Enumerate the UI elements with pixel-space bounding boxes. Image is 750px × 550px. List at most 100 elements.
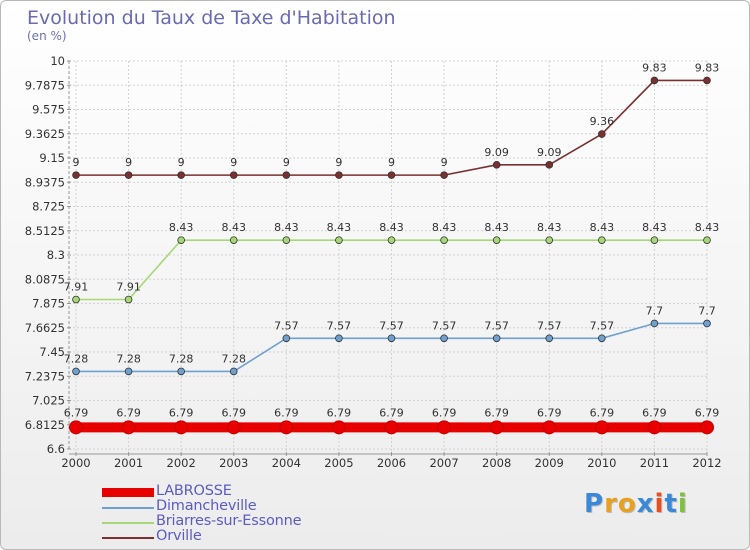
- legend-swatch-labrosse: [102, 488, 154, 497]
- data-label-dimancheville: 7.57: [432, 319, 457, 332]
- data-label-labrosse: 6.79: [432, 406, 457, 419]
- x-tick-label: 2003: [219, 456, 248, 470]
- y-tick-label: 7.6625: [25, 321, 65, 335]
- data-point-orville: [72, 171, 80, 179]
- data-point-dimancheville: [650, 319, 659, 328]
- y-tick-label: 8.725: [32, 200, 65, 214]
- x-tick-label: 2000: [61, 456, 90, 470]
- data-point-orville: [650, 76, 659, 85]
- data-point-dimancheville: [124, 367, 133, 376]
- data-point-orville: [492, 161, 501, 169]
- data-label-dimancheville: 7.28: [169, 352, 194, 365]
- data-label-briarres-sur-essonne: 8.43: [537, 221, 562, 234]
- data-label-orville: 9.83: [695, 61, 720, 74]
- data-label-dimancheville: 7.7: [646, 304, 664, 317]
- data-label-dimancheville: 7.57: [484, 319, 509, 332]
- data-point-dimancheville: [598, 334, 606, 343]
- data-point-briarres-sur-essonne: [440, 236, 448, 244]
- data-point-briarres-sur-essonne: [650, 236, 659, 244]
- data-point-briarres-sur-essonne: [72, 295, 80, 304]
- data-point-labrosse: [121, 420, 136, 435]
- data-label-dimancheville: 7.28: [64, 352, 89, 365]
- data-label-briarres-sur-essonne: 8.43: [642, 221, 667, 234]
- legend-label-briarres: Briarres-sur-Essonne: [156, 513, 302, 529]
- y-tick-label: 7.2375: [25, 369, 65, 383]
- data-label-briarres-sur-essonne: 8.43: [379, 221, 404, 234]
- data-label-orville: 9: [335, 156, 342, 169]
- data-label-orville: 9.36: [590, 115, 615, 128]
- data-point-orville: [440, 171, 448, 179]
- legend-swatch-briarres: [102, 522, 154, 524]
- data-point-labrosse: [174, 420, 189, 435]
- x-tick-label: 2011: [640, 456, 669, 470]
- data-label-labrosse: 6.79: [484, 406, 509, 419]
- x-tick-label: 2007: [429, 456, 458, 470]
- data-label-labrosse: 6.79: [695, 406, 720, 419]
- data-point-briarres-sur-essonne: [335, 236, 343, 244]
- data-label-dimancheville: 7.57: [379, 319, 404, 332]
- data-point-briarres-sur-essonne: [282, 236, 291, 244]
- data-label-briarres-sur-essonne: 7.91: [64, 281, 89, 294]
- data-point-orville: [177, 171, 185, 179]
- data-point-orville: [598, 130, 606, 138]
- y-tick-label: 7.45: [39, 345, 65, 359]
- y-tick-label: 9.15: [39, 151, 65, 165]
- chart-title: Evolution du Taux de Taxe d'Habitation: [27, 7, 396, 29]
- legend-label-orville: Orville: [156, 528, 202, 544]
- data-label-briarres-sur-essonne: 8.43: [274, 221, 299, 234]
- data-label-dimancheville: 7.57: [327, 319, 352, 332]
- data-point-dimancheville: [387, 334, 396, 343]
- y-tick-label: 9.575: [32, 103, 65, 117]
- data-label-briarres-sur-essonne: 8.43: [695, 221, 720, 234]
- data-label-labrosse: 6.79: [169, 406, 194, 419]
- legend-swatch-dimancheville: [102, 507, 154, 509]
- y-tick-label: 9.7875: [25, 78, 65, 92]
- data-label-labrosse: 6.79: [537, 406, 562, 419]
- data-point-orville: [335, 171, 343, 179]
- y-tick-label: 7.875: [32, 297, 65, 311]
- data-label-orville: 9: [230, 156, 237, 169]
- data-label-orville: 9: [283, 156, 290, 169]
- data-label-dimancheville: 7.57: [537, 319, 562, 332]
- data-label-dimancheville: 7.57: [274, 319, 299, 332]
- data-point-briarres-sur-essonne: [703, 236, 711, 244]
- data-point-labrosse: [331, 420, 346, 435]
- data-point-labrosse: [384, 420, 399, 435]
- data-label-orville: 9: [388, 156, 395, 169]
- x-tick-label: 2006: [377, 456, 406, 470]
- data-point-orville: [282, 171, 291, 179]
- data-point-dimancheville: [492, 334, 501, 343]
- data-label-briarres-sur-essonne: 8.43: [590, 221, 615, 234]
- line-chart: 6.6 6.8125 7.025 7.2375 7.45 7.6625 7.875 8.087…: [25, 54, 722, 470]
- legend-label-dimancheville: Dimancheville: [156, 498, 257, 514]
- data-label-labrosse: 6.79: [590, 406, 615, 419]
- data-label-orville: 9.09: [484, 146, 509, 159]
- x-tick-label: 2005: [324, 456, 353, 470]
- data-point-dimancheville: [72, 367, 80, 376]
- data-point-dimancheville: [229, 367, 238, 376]
- data-point-briarres-sur-essonne: [229, 236, 238, 244]
- data-point-labrosse: [437, 420, 452, 435]
- data-label-labrosse: 6.79: [274, 406, 299, 419]
- data-label-briarres-sur-essonne: 8.43: [169, 221, 194, 234]
- x-tick-label: 2008: [482, 456, 511, 470]
- data-point-orville: [545, 161, 554, 169]
- y-tick-label: 8.3: [47, 248, 65, 262]
- data-label-dimancheville: 7.57: [590, 319, 615, 332]
- data-point-briarres-sur-essonne: [124, 295, 133, 304]
- data-label-briarres-sur-essonne: 8.43: [327, 221, 352, 234]
- data-label-labrosse: 6.79: [327, 406, 352, 419]
- y-tick-label: 8.5125: [25, 224, 65, 238]
- legend-label-labrosse: LABROSSE: [156, 483, 232, 499]
- data-point-dimancheville: [177, 367, 185, 376]
- y-tick-label: 7.025: [32, 394, 65, 408]
- data-point-orville: [229, 171, 238, 179]
- data-point-labrosse: [700, 420, 714, 435]
- data-point-dimancheville: [335, 334, 343, 343]
- x-tick-label: 2001: [114, 456, 143, 470]
- data-label-labrosse: 6.79: [64, 406, 89, 419]
- data-label-labrosse: 6.79: [116, 406, 141, 419]
- data-point-labrosse: [647, 420, 662, 435]
- data-point-dimancheville: [545, 334, 554, 343]
